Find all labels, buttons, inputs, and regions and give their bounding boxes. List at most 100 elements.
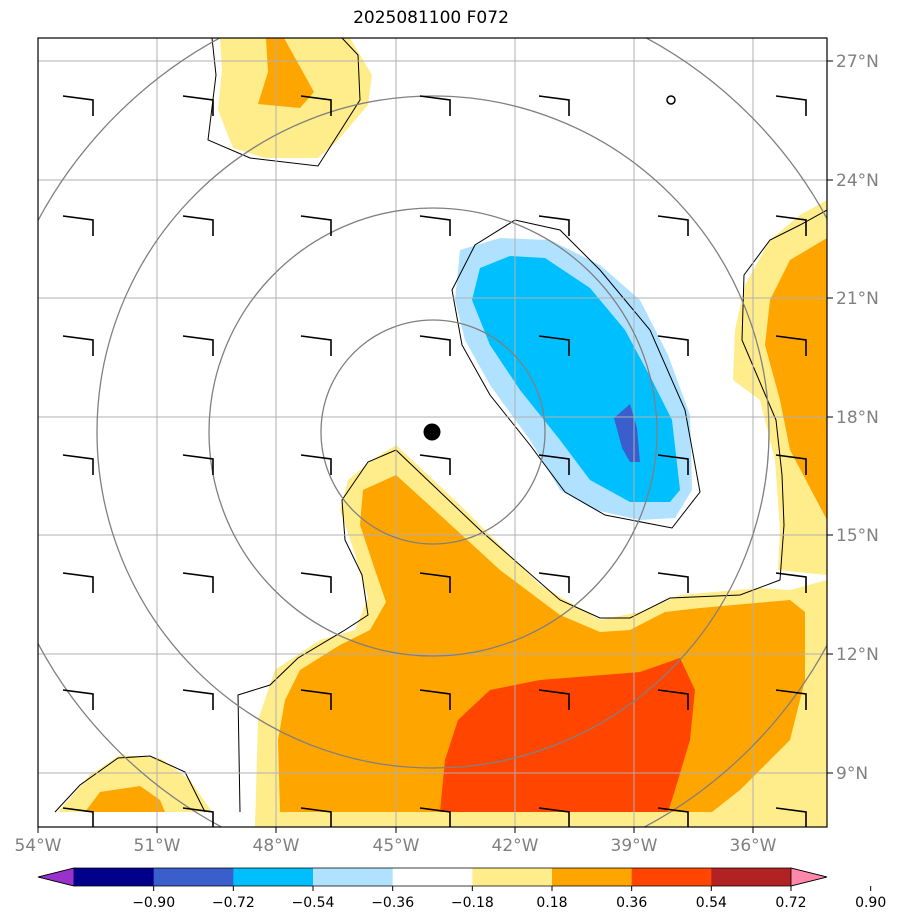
- lat-label: 27°N: [836, 52, 879, 72]
- wind-barb: [300, 454, 332, 475]
- contour-positive-southwest-inner: [85, 786, 165, 812]
- wind-barb: [538, 335, 570, 356]
- plot-title: 2025081100 F072: [353, 8, 509, 28]
- range-ring-1: [320, 319, 546, 545]
- range-ring-3: [96, 95, 770, 769]
- colorbar-label: −0.54: [292, 895, 335, 911]
- storm-center-marker: [423, 423, 441, 441]
- filled-contours: [58, 38, 827, 827]
- wind-barb: [419, 689, 451, 710]
- colorbar-segment: [313, 868, 394, 886]
- lat-label: 18°N: [836, 408, 879, 428]
- colorbar-label: −0.18: [451, 895, 494, 911]
- wind-barb: [419, 807, 451, 827]
- wind-barb: [538, 215, 570, 236]
- wind-barb: [182, 454, 214, 475]
- contour-lines: [54, 38, 827, 813]
- wind-barb: [182, 807, 214, 827]
- wind-barb: [300, 689, 332, 710]
- map-frame: [37, 37, 828, 828]
- wind-barb: [657, 215, 689, 236]
- wind-barb: [657, 807, 689, 827]
- lon-label: 51°W: [134, 836, 181, 856]
- wind-barb: [182, 689, 214, 710]
- tick-marks: [37, 60, 833, 833]
- wind-barb: [419, 335, 451, 356]
- wind-barb: [62, 454, 94, 475]
- wind-barb: [775, 572, 807, 593]
- wind-barb: [657, 689, 689, 710]
- lon-label: 48°W: [253, 836, 300, 856]
- colorbar: −0.90 −0.72 −0.54 −0.36 −0.18 0.18 0.36 0.54 0.7…: [37, 867, 886, 911]
- wind-barb: [62, 689, 94, 710]
- contour-positive-east-inner: [765, 238, 827, 520]
- colorbar-segment: [392, 868, 473, 886]
- lat-label: 9°N: [836, 764, 868, 784]
- colorbar-label: 0.36: [616, 895, 647, 911]
- wind-barb: [538, 807, 570, 827]
- lon-label: 36°W: [730, 836, 777, 856]
- colorbar-segment: [74, 868, 155, 886]
- wind-barb: [62, 95, 94, 116]
- colorbar-segment: [233, 868, 314, 886]
- wind-barb: [657, 335, 689, 356]
- wind-barbs: [62, 95, 807, 827]
- wind-barb: [300, 572, 332, 593]
- wind-barb: [182, 572, 214, 593]
- wind-barb: [419, 215, 451, 236]
- lat-label: 12°N: [836, 645, 879, 665]
- colorbar-segment: [552, 868, 633, 886]
- contour-line-negative: [451, 219, 701, 529]
- wind-barb: [657, 572, 689, 593]
- wind-barb: [182, 335, 214, 356]
- wind-barb: [775, 454, 807, 475]
- wind-barb: [775, 807, 807, 827]
- colorbar-label: −0.90: [132, 895, 175, 911]
- colorbar-segment: [631, 868, 712, 886]
- map-area: [38, 38, 827, 827]
- wind-barb: [300, 335, 332, 356]
- colorbar-label: 0.18: [536, 895, 567, 911]
- contour-positive-top-inner: [258, 38, 314, 108]
- latitude-labels: 27°N 24°N 21°N 18°N 15°N 12°N 9°N: [836, 52, 879, 784]
- wind-barb: [775, 689, 807, 710]
- colorbar-label: −0.36: [371, 895, 414, 911]
- wind-barb: [62, 807, 94, 827]
- colorbar-label: −0.72: [212, 895, 255, 911]
- wind-barb: [182, 215, 214, 236]
- lon-label: 54°W: [15, 836, 62, 856]
- wind-barb: [419, 454, 451, 475]
- grid-lines: [38, 38, 827, 827]
- wind-barb: [182, 95, 214, 116]
- colorbar-label: 0.72: [775, 895, 806, 911]
- colorbar-segment: [472, 868, 553, 886]
- wind-barb: [538, 689, 570, 710]
- wind-barb: [62, 335, 94, 356]
- lat-label: 15°N: [836, 526, 879, 546]
- range-rings: [38, 38, 827, 827]
- wind-barb: [300, 807, 332, 827]
- lon-label: 45°W: [373, 836, 420, 856]
- wind-barb: [62, 215, 94, 236]
- contour-line-southwest: [54, 755, 206, 813]
- lon-label: 42°W: [492, 836, 539, 856]
- wind-barb: [775, 95, 807, 116]
- wind-barb: [538, 454, 570, 475]
- wind-barb: [657, 454, 689, 475]
- lat-label: 24°N: [836, 171, 879, 191]
- wind-barb: [538, 95, 570, 116]
- wind-barb: [419, 572, 451, 593]
- wind-barb: [300, 215, 332, 236]
- wind-barb: [62, 572, 94, 593]
- colorbar-extend-high: [790, 867, 828, 887]
- wind-barb: [775, 335, 807, 356]
- range-ring-2: [208, 207, 658, 657]
- wind-barb: [419, 95, 451, 116]
- colorbar-extend-low: [37, 867, 75, 887]
- lon-label: 39°W: [611, 836, 658, 856]
- calm-wind-marker: [666, 95, 676, 105]
- contour-line-south: [237, 209, 827, 813]
- colorbar-segment: [153, 868, 234, 886]
- wind-barb: [538, 572, 570, 593]
